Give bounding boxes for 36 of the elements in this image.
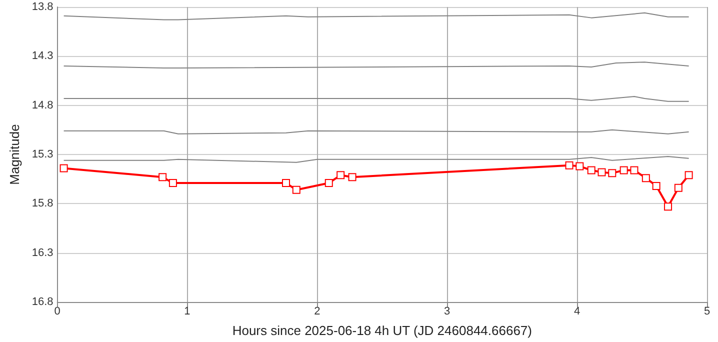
point bbox=[60, 164, 68, 172]
y-tick-label: 16.8 bbox=[32, 296, 54, 308]
point bbox=[674, 184, 682, 192]
point bbox=[292, 186, 300, 194]
x-axis-title: Hours since 2025-06-18 4h UT (JD 2460844.66667) bbox=[232, 323, 532, 338]
x-tick-label: 1 bbox=[184, 306, 190, 318]
y-axis-title: Magnitude bbox=[7, 124, 22, 185]
y-tick-label: 13.8 bbox=[32, 1, 54, 13]
point bbox=[336, 171, 345, 180]
line-series bbox=[63, 12, 690, 20]
point bbox=[168, 179, 177, 188]
x-tick-label: 4 bbox=[574, 306, 580, 318]
x-tick-label: 0 bbox=[54, 306, 60, 318]
point bbox=[608, 169, 616, 178]
x-tick-label: 5 bbox=[704, 306, 710, 318]
point bbox=[158, 173, 167, 182]
point bbox=[348, 173, 356, 182]
y-tick-label: 16.3 bbox=[32, 246, 54, 259]
point bbox=[598, 168, 606, 176]
point bbox=[652, 182, 660, 190]
point bbox=[587, 166, 596, 174]
point bbox=[565, 161, 574, 170]
x-tick-label: 2 bbox=[314, 306, 320, 318]
point bbox=[324, 179, 333, 188]
y-tick-label: 15.3 bbox=[32, 148, 54, 160]
point bbox=[664, 202, 672, 211]
point bbox=[642, 174, 650, 182]
point bbox=[620, 166, 628, 174]
point bbox=[576, 162, 584, 170]
y-tick-label: 14.8 bbox=[32, 99, 54, 112]
y-tick-label: 15.8 bbox=[32, 198, 54, 210]
y-tick-label: 14.3 bbox=[32, 50, 54, 62]
point bbox=[282, 179, 290, 188]
point bbox=[630, 166, 638, 174]
x-tick-label: 3 bbox=[444, 306, 450, 318]
point bbox=[684, 171, 693, 180]
